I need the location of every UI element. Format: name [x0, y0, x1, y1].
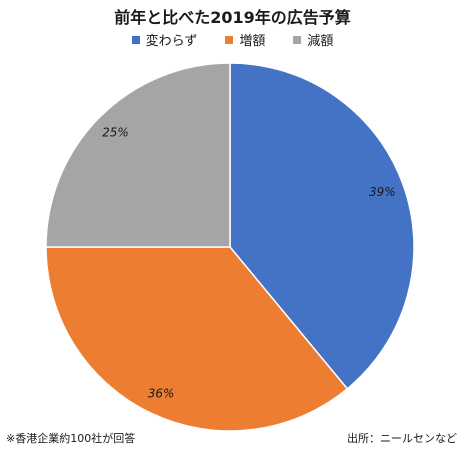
pie-slice-unchanged	[229, 62, 415, 390]
legend-swatch-unchanged	[131, 35, 140, 44]
source-note: 出所：ニールセンなど	[347, 432, 457, 445]
legend-label-decrease: 減額	[307, 34, 334, 49]
legend-item-unchanged: 変わらず	[131, 30, 198, 49]
footnote: ※香港企業約100社が回答	[6, 432, 136, 445]
pie-slice-decrease	[45, 62, 231, 248]
legend-item-decrease: 減額	[293, 30, 333, 49]
data-label-increase: 36%	[148, 387, 175, 401]
legend-label-increase: 増額	[239, 34, 266, 49]
legend-label-unchanged: 変わらず	[145, 34, 198, 49]
legend-swatch-increase	[225, 35, 234, 44]
legend-item-increase: 増額	[225, 30, 265, 49]
legend: 変わらず 増額 減額	[0, 30, 465, 49]
chart-title: 前年と比べた2019年の広告予算	[114, 8, 351, 27]
data-label-unchanged: 39%	[369, 185, 396, 199]
pie-slice-increase	[45, 246, 349, 432]
data-label-decrease: 25%	[102, 126, 129, 140]
legend-swatch-decrease	[293, 35, 302, 44]
